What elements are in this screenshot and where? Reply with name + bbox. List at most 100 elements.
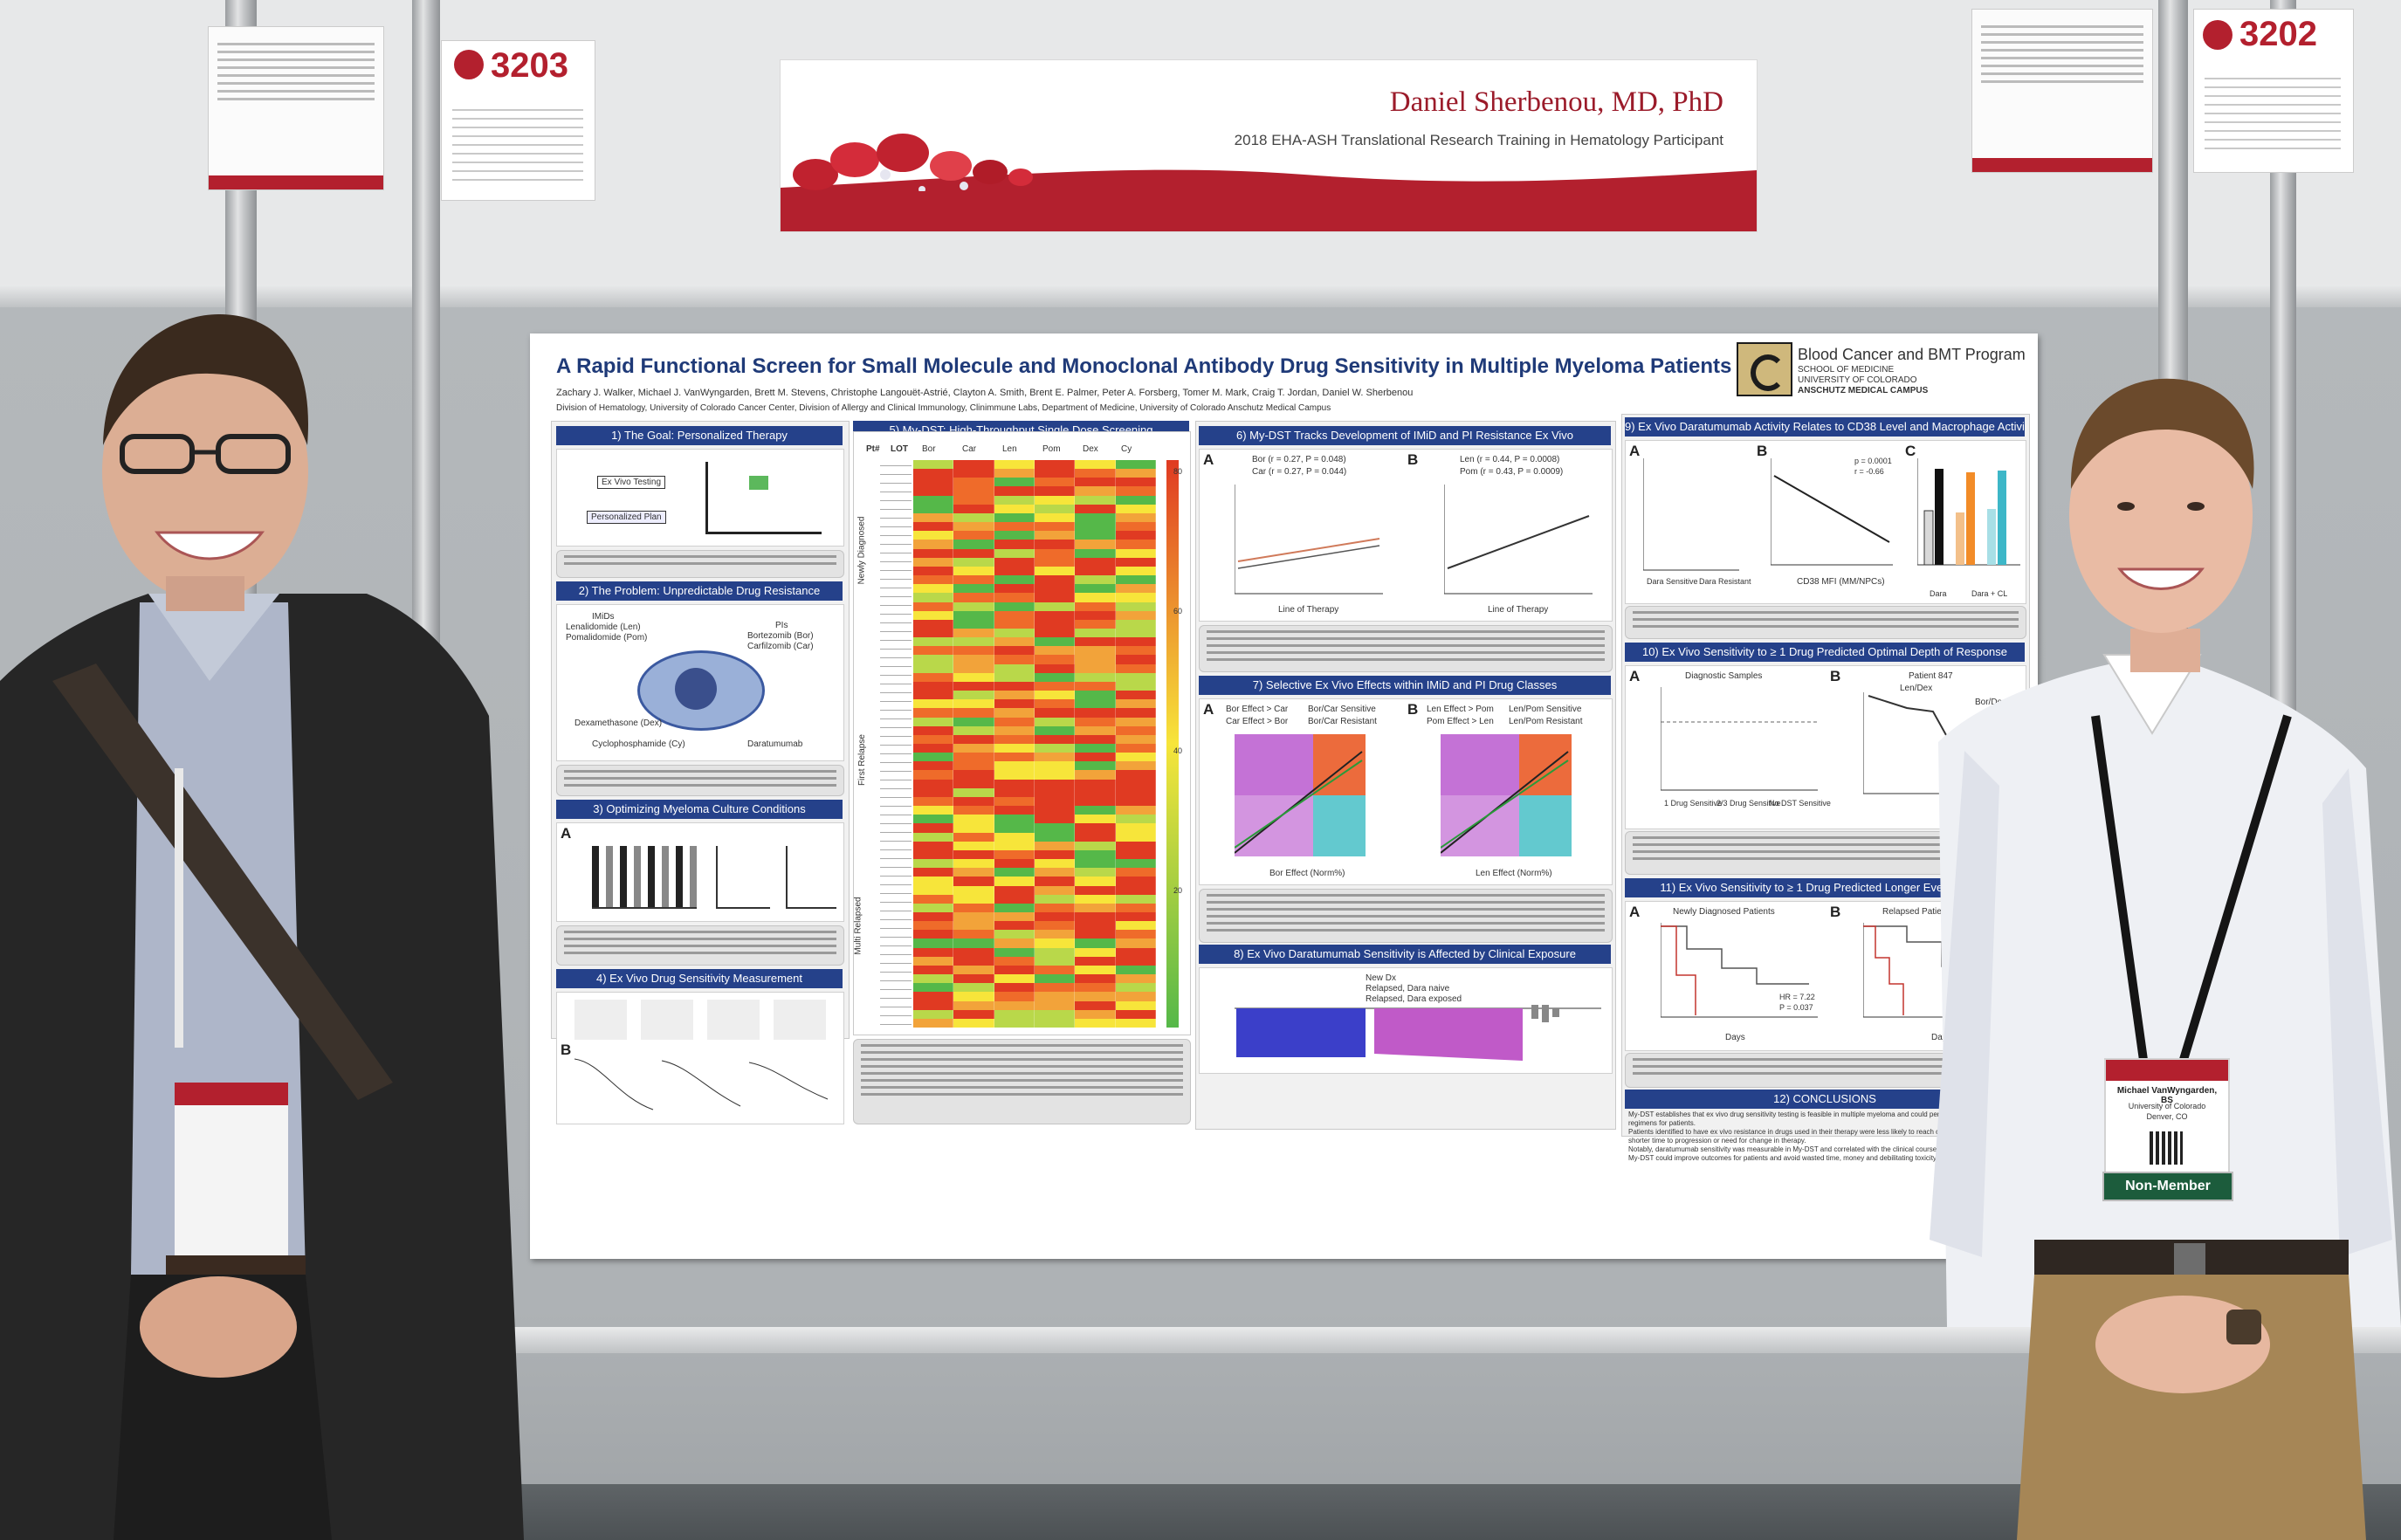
heatmap-cell: [994, 619, 1035, 629]
presenter-banner: Daniel Sherbenou, MD, PhD 2018 EHA-ASH T…: [780, 59, 1758, 232]
label: Daratumumab: [747, 739, 803, 749]
heatmap-cell: [1034, 522, 1076, 532]
heatmap-col-label: Cy: [1121, 444, 1132, 454]
heatmap-cell: [1115, 965, 1156, 975]
heatmap-cell: [953, 522, 994, 532]
heatmap-cell: [1034, 859, 1076, 869]
legend-entry: Car (r = 0.27, P = 0.044): [1252, 467, 1347, 477]
heatmap-cell: [1075, 486, 1116, 496]
label: Pomalidomide (Pom): [566, 633, 648, 643]
section-caption: [556, 550, 844, 578]
drug-class-quadrant-figure: A B Bor Effect > Car Bor/Car Sensitive C…: [1199, 698, 1613, 885]
heatmap-cell: [994, 885, 1035, 895]
panel-title: Patient 847: [1909, 671, 1953, 681]
heatmap-cell: [913, 911, 954, 922]
presenter-subtitle: 2018 EHA-ASH Translational Research Trai…: [1234, 132, 1723, 148]
heatmap-cell: [953, 787, 994, 797]
heatmap-cell: [913, 557, 954, 567]
board-number-card-right: 3202: [2193, 9, 2354, 173]
heatmap-cell: [913, 877, 954, 886]
heatmap-cell: [1075, 469, 1116, 478]
x-tick: Dara Resistant: [1699, 577, 1751, 586]
heatmap-cell: [1115, 575, 1156, 585]
section-header: 8) Ex Vivo Daratumumab Sensitivity is Af…: [1199, 945, 1611, 964]
heatmap-cell: [1115, 1018, 1156, 1028]
heatmap-cell: [994, 540, 1035, 549]
heatmap-cell: [913, 691, 954, 700]
section-caption: [556, 765, 844, 796]
heatmap-cell: [953, 619, 994, 629]
heatmap-cell: [953, 691, 994, 700]
lot-correlation-figure: A B Bor (r = 0.27, P = 0.048) Car (r = 0…: [1199, 449, 1613, 622]
heatmap-cell: [1115, 469, 1156, 478]
heatmap-col-label: Pt#: [866, 444, 880, 454]
heatmap-cell: [913, 663, 954, 673]
patient-id-column: [880, 460, 912, 1028]
heatmap-cell: [913, 992, 954, 1001]
conclusion-item: Notably, daratumumab sensitivity was mea…: [1628, 1145, 1939, 1153]
stat-label: HR = 7.22: [1779, 993, 1815, 1001]
heatmap-cell: [953, 1000, 994, 1010]
heatmap-cell: [1115, 691, 1156, 700]
heatmap-cell: [953, 877, 994, 886]
heatmap-cell: [1034, 512, 1076, 523]
heatmap-cell: [913, 699, 954, 709]
heatmap-cell: [994, 859, 1035, 869]
heatmap-cell: [1034, 495, 1076, 505]
panel-title: Relapsed Patients: [1882, 907, 1954, 917]
heatmap-cell: [994, 965, 1035, 975]
quadrant-plot-bor-car: [1235, 734, 1366, 856]
heatmap-cell: [953, 992, 994, 1001]
heatmap-cell: [1034, 628, 1076, 638]
stat-label: r = -0.66: [1854, 467, 1884, 476]
section-header: 3) Optimizing Myeloma Culture Conditions: [556, 800, 843, 819]
heatmap-cell: [994, 566, 1035, 576]
heatmap-cell: [913, 486, 954, 496]
panel-title: Newly Diagnosed Patients: [1673, 907, 1775, 917]
heatmap-cell: [1115, 787, 1156, 797]
section-header: 1) The Goal: Personalized Therapy: [556, 426, 843, 445]
heatmap-cell: [1075, 947, 1116, 957]
quadrant-plot-len-pom: [1441, 734, 1572, 856]
panel-title: Diagnostic Samples: [1685, 671, 1763, 681]
legend-entry: Pom (r = 0.43, P = 0.0009): [1460, 467, 1564, 477]
legend-entry: Dara: [1930, 589, 1947, 598]
flow-plot-row: [574, 1000, 836, 1040]
heatmap-cell: [994, 894, 1035, 904]
legend-entry: Bor/Car Sensitive: [1308, 705, 1376, 714]
heatmap-cell: [1115, 815, 1156, 824]
cd38-correlation: [1771, 458, 1893, 566]
heatmap-cell: [994, 841, 1035, 850]
heatmap-cell: [1034, 868, 1076, 877]
heatmap-cell: [1034, 956, 1076, 966]
heatmap-colorbar: [1166, 460, 1179, 1028]
heatmap-cell: [953, 610, 994, 620]
nucleus-illustration: [675, 668, 717, 710]
heatmap-cell: [994, 699, 1035, 709]
heatmap-col-label: Car: [962, 444, 977, 454]
drug-sensitivity-measurement-figure: B: [556, 992, 844, 1124]
heatmap-cell: [1115, 761, 1156, 771]
heatmap-cell: [1034, 602, 1076, 611]
heatmap-cell: [994, 823, 1035, 833]
card-text-lines: [2205, 71, 2341, 149]
heatmap-cell: [953, 469, 994, 478]
figure-letter: B: [561, 1042, 572, 1058]
heatmap-cell: [994, 849, 1035, 860]
heatmap-cell: [953, 947, 994, 957]
heatmap-cell: [953, 806, 994, 815]
heatmap-cell: [1115, 770, 1156, 780]
heatmap-cell: [1115, 734, 1156, 744]
heatmap-cell: [1034, 849, 1076, 860]
heatmap-cell: [994, 717, 1035, 726]
cd38-scatter: [1643, 458, 1739, 571]
heatmap-cell: [1115, 522, 1156, 532]
card-text-lines: [452, 102, 583, 181]
heatmap-cell: [953, 1009, 994, 1019]
heatmap-cell: [994, 725, 1035, 735]
heatmap-cell: [994, 1009, 1035, 1019]
heatmap-cell: [1075, 575, 1116, 585]
heatmap-cell: [994, 753, 1035, 762]
heatmap-cell: [1075, 849, 1116, 860]
heatmap-cell: [913, 478, 954, 487]
